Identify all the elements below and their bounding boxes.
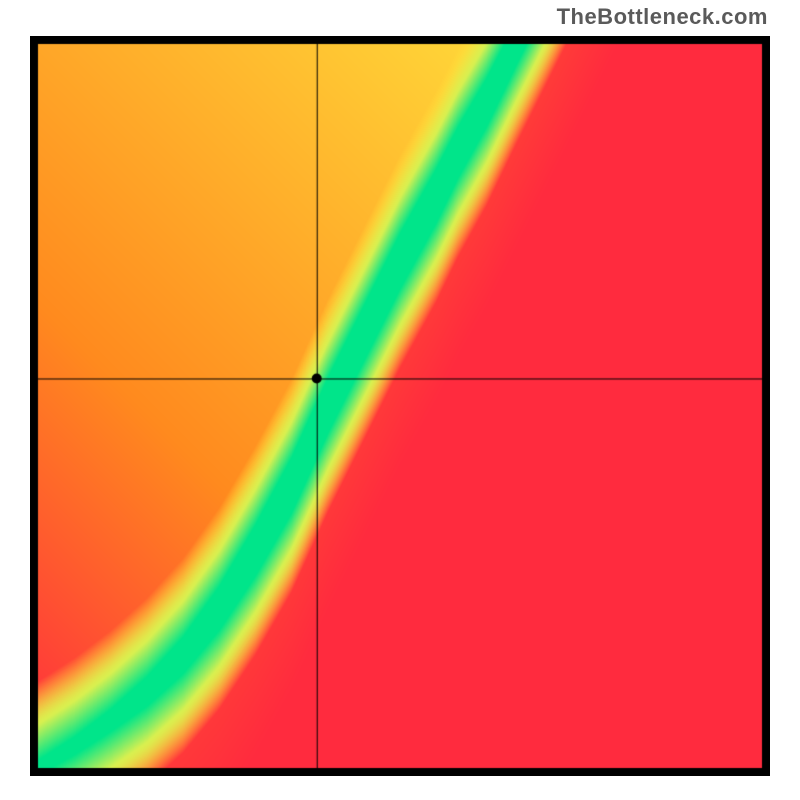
heatmap-chart [30, 36, 770, 776]
watermark-text: TheBottleneck.com [557, 4, 768, 30]
heatmap-canvas [30, 36, 770, 776]
